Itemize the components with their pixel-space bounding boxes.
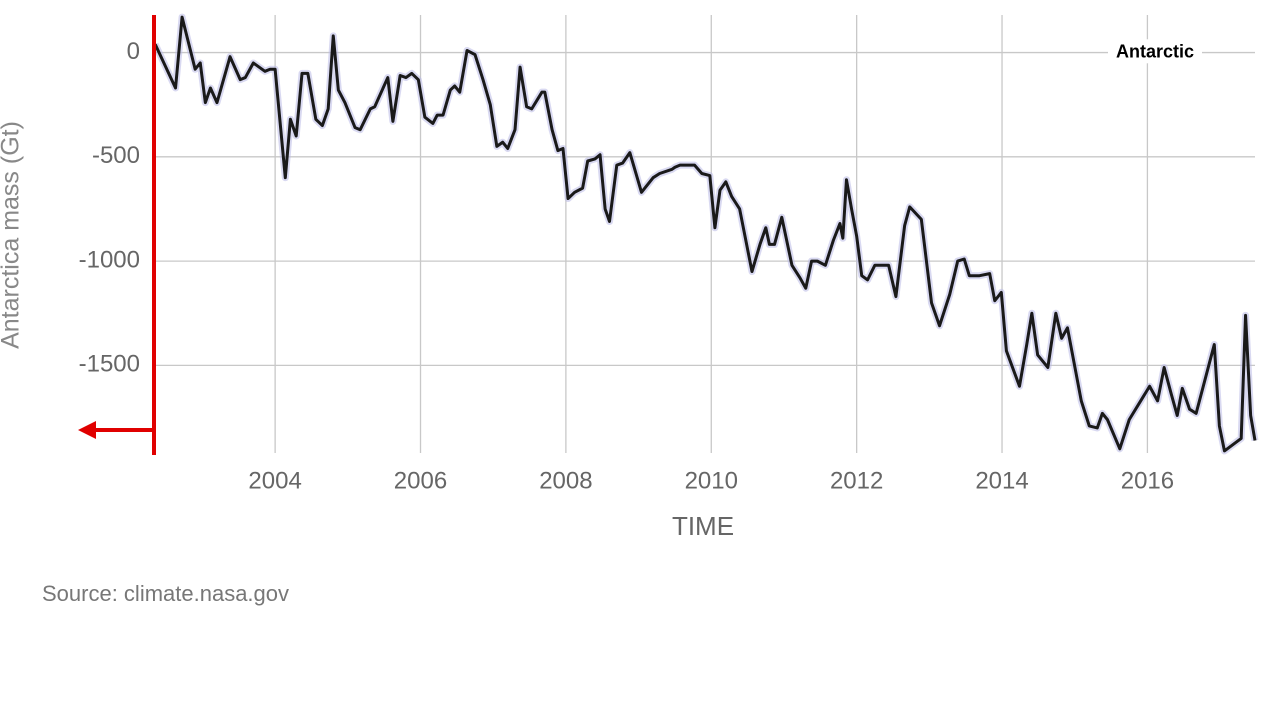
y-tick-label: 0 [127,38,140,65]
x-tick-label: 2016 [1121,467,1174,494]
y-tick-label: -1500 [79,351,140,378]
x-tick-label: 2010 [685,467,738,494]
x-tick-label: 2004 [248,467,301,494]
plot-area [152,13,1259,455]
x-axis-title: TIME [672,511,734,541]
legend-background [1107,39,1203,64]
x-tick-label: 2012 [830,467,883,494]
x-tick-label: 2006 [394,467,447,494]
y-tick-label: -500 [92,142,140,169]
labels: -1500 -1000 -500 0 2004 2006 2008 2010 2012 2014 2… [79,38,1203,494]
source-note: Source: climate.nasa.gov [42,581,289,606]
x-tick-label: 2008 [539,467,592,494]
data-line [153,15,1257,453]
legend-label: Antarctic [1116,41,1194,61]
data-line-halo [152,13,1259,455]
annotation-arrow-head [78,421,96,439]
y-tick-label: -1000 [79,246,140,273]
grid [153,15,1255,453]
y-axis-title: Antarctica mass (Gt) [0,121,25,349]
x-tick-label: 2014 [975,467,1028,494]
